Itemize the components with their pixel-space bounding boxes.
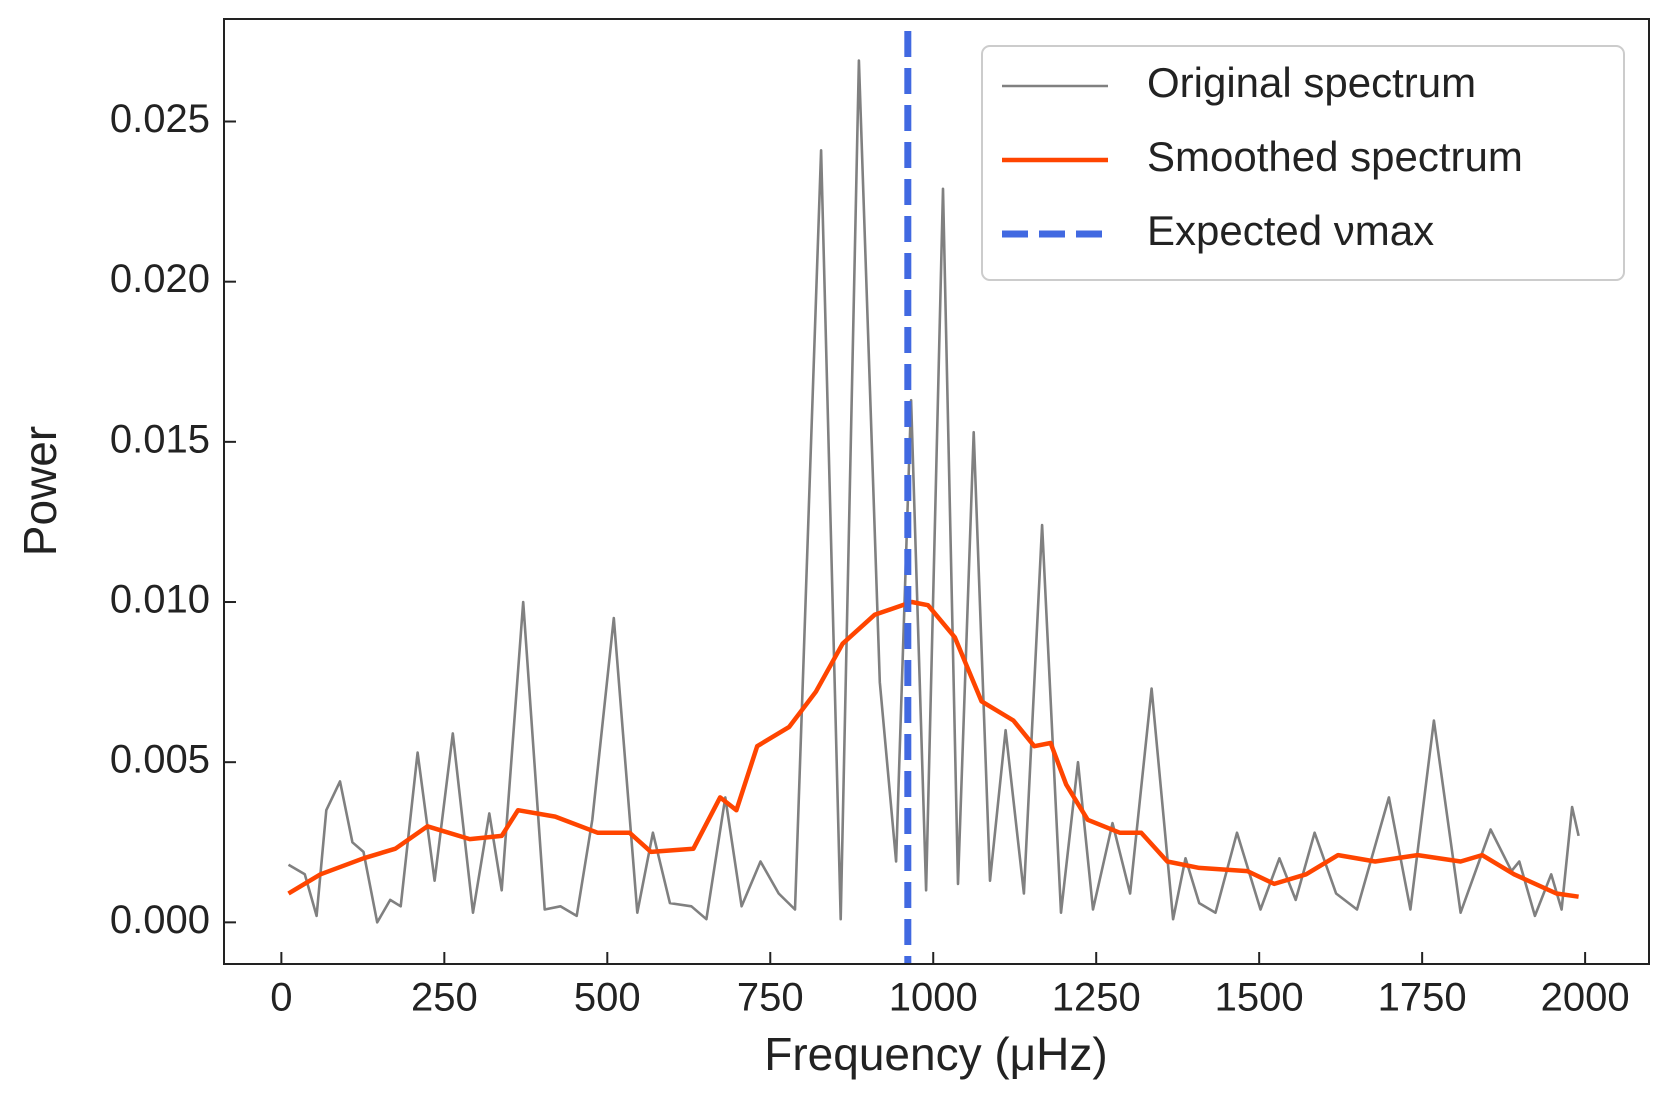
x-tick-label: 1750 bbox=[1378, 976, 1467, 1020]
x-tick-label: 1000 bbox=[889, 976, 978, 1020]
x-tick-label: 750 bbox=[737, 976, 804, 1020]
spectrum-line bbox=[287, 599, 1579, 899]
x-tick-label: 250 bbox=[411, 976, 478, 1020]
y-axis-label: Power bbox=[14, 426, 66, 556]
plot-frame bbox=[223, 18, 1650, 965]
legend-label: Smoothed spectrum bbox=[1147, 133, 1523, 180]
x-tick-label: 1250 bbox=[1052, 976, 1141, 1020]
y-tick-label: 0.020 bbox=[110, 257, 210, 301]
spectrum-line bbox=[287, 59, 1580, 924]
legend-label: Original spectrum bbox=[1147, 59, 1476, 106]
x-tick-label: 0 bbox=[270, 976, 292, 1020]
y-tick-label: 0.025 bbox=[110, 97, 210, 141]
y-tick-label: 0.010 bbox=[110, 578, 210, 622]
x-tick-label: 2000 bbox=[1541, 976, 1630, 1020]
y-tick-label: 0.000 bbox=[110, 898, 210, 942]
x-tick-label: 1500 bbox=[1215, 976, 1304, 1020]
legend-box bbox=[981, 45, 1625, 281]
x-axis-label: Frequency (μHz) bbox=[764, 1028, 1107, 1080]
x-tick-label: 500 bbox=[574, 976, 641, 1020]
y-tick-label: 0.005 bbox=[110, 738, 210, 782]
legend-label: Expected νmax bbox=[1147, 207, 1434, 254]
y-tick-label: 0.015 bbox=[110, 417, 210, 461]
